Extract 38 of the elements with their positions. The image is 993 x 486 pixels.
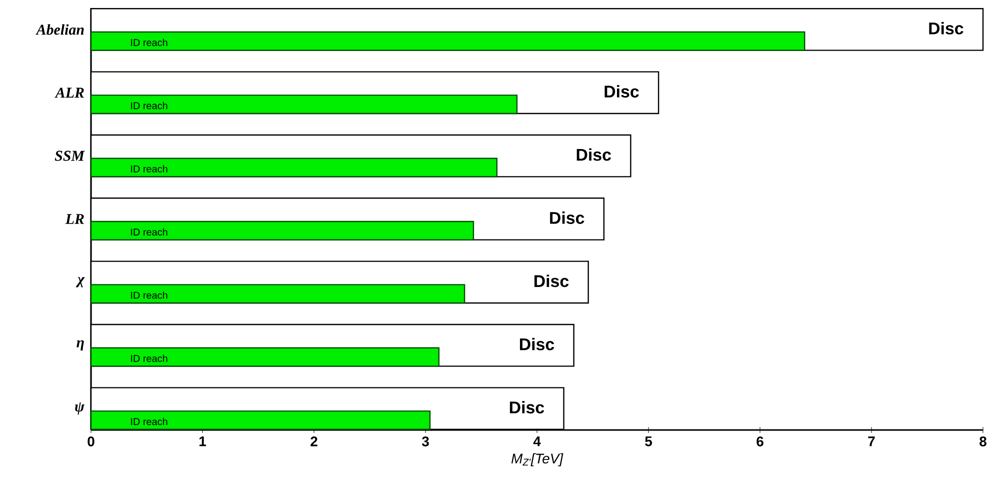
text: Disc [534,274,569,288]
y-tick-label: η [76,340,84,350]
text: ID reach [131,38,168,46]
text: Disc [550,212,584,224]
x-tick-label: 0 [88,436,94,446]
text: ID reach [131,291,168,299]
y-tick-label: ALR [54,88,84,98]
bar [90,347,440,367]
x-tick-label: 6 [756,436,764,446]
x-tick-label: 7 [868,436,875,446]
bar [90,94,518,114]
y-tick-label: ψ [75,402,85,415]
x-tick-label: 8 [980,436,986,446]
y-tick-label: χ [76,277,85,288]
x-axis-title: M$_{Z'}$[TeV] [511,453,564,466]
text: Disc [604,85,639,98]
x-tick-label: 2 [310,436,318,446]
y-tick-label: SSM [54,150,85,161]
y-tick-label: LR [65,214,84,224]
x-tick-label: 1 [200,436,206,446]
bar [90,284,466,304]
bar [90,31,806,51]
x-tick-label: 4 [533,436,541,446]
y-tick-label: Abelian [36,24,84,35]
bar [90,410,431,430]
text: Disc [510,401,544,414]
text: ID reach [131,228,168,236]
bar [90,158,498,178]
series-label: ID reach [131,102,168,110]
text: ID reach [131,418,168,426]
text: Disc [576,148,611,161]
x-tick-label: 5 [645,436,652,446]
text: ID reach [131,165,168,172]
text: ID reach [131,354,168,362]
text: Disc [520,338,554,350]
x-tick-label: 3 [422,436,429,446]
bar [90,220,474,240]
series-label: Disc [929,22,964,34]
